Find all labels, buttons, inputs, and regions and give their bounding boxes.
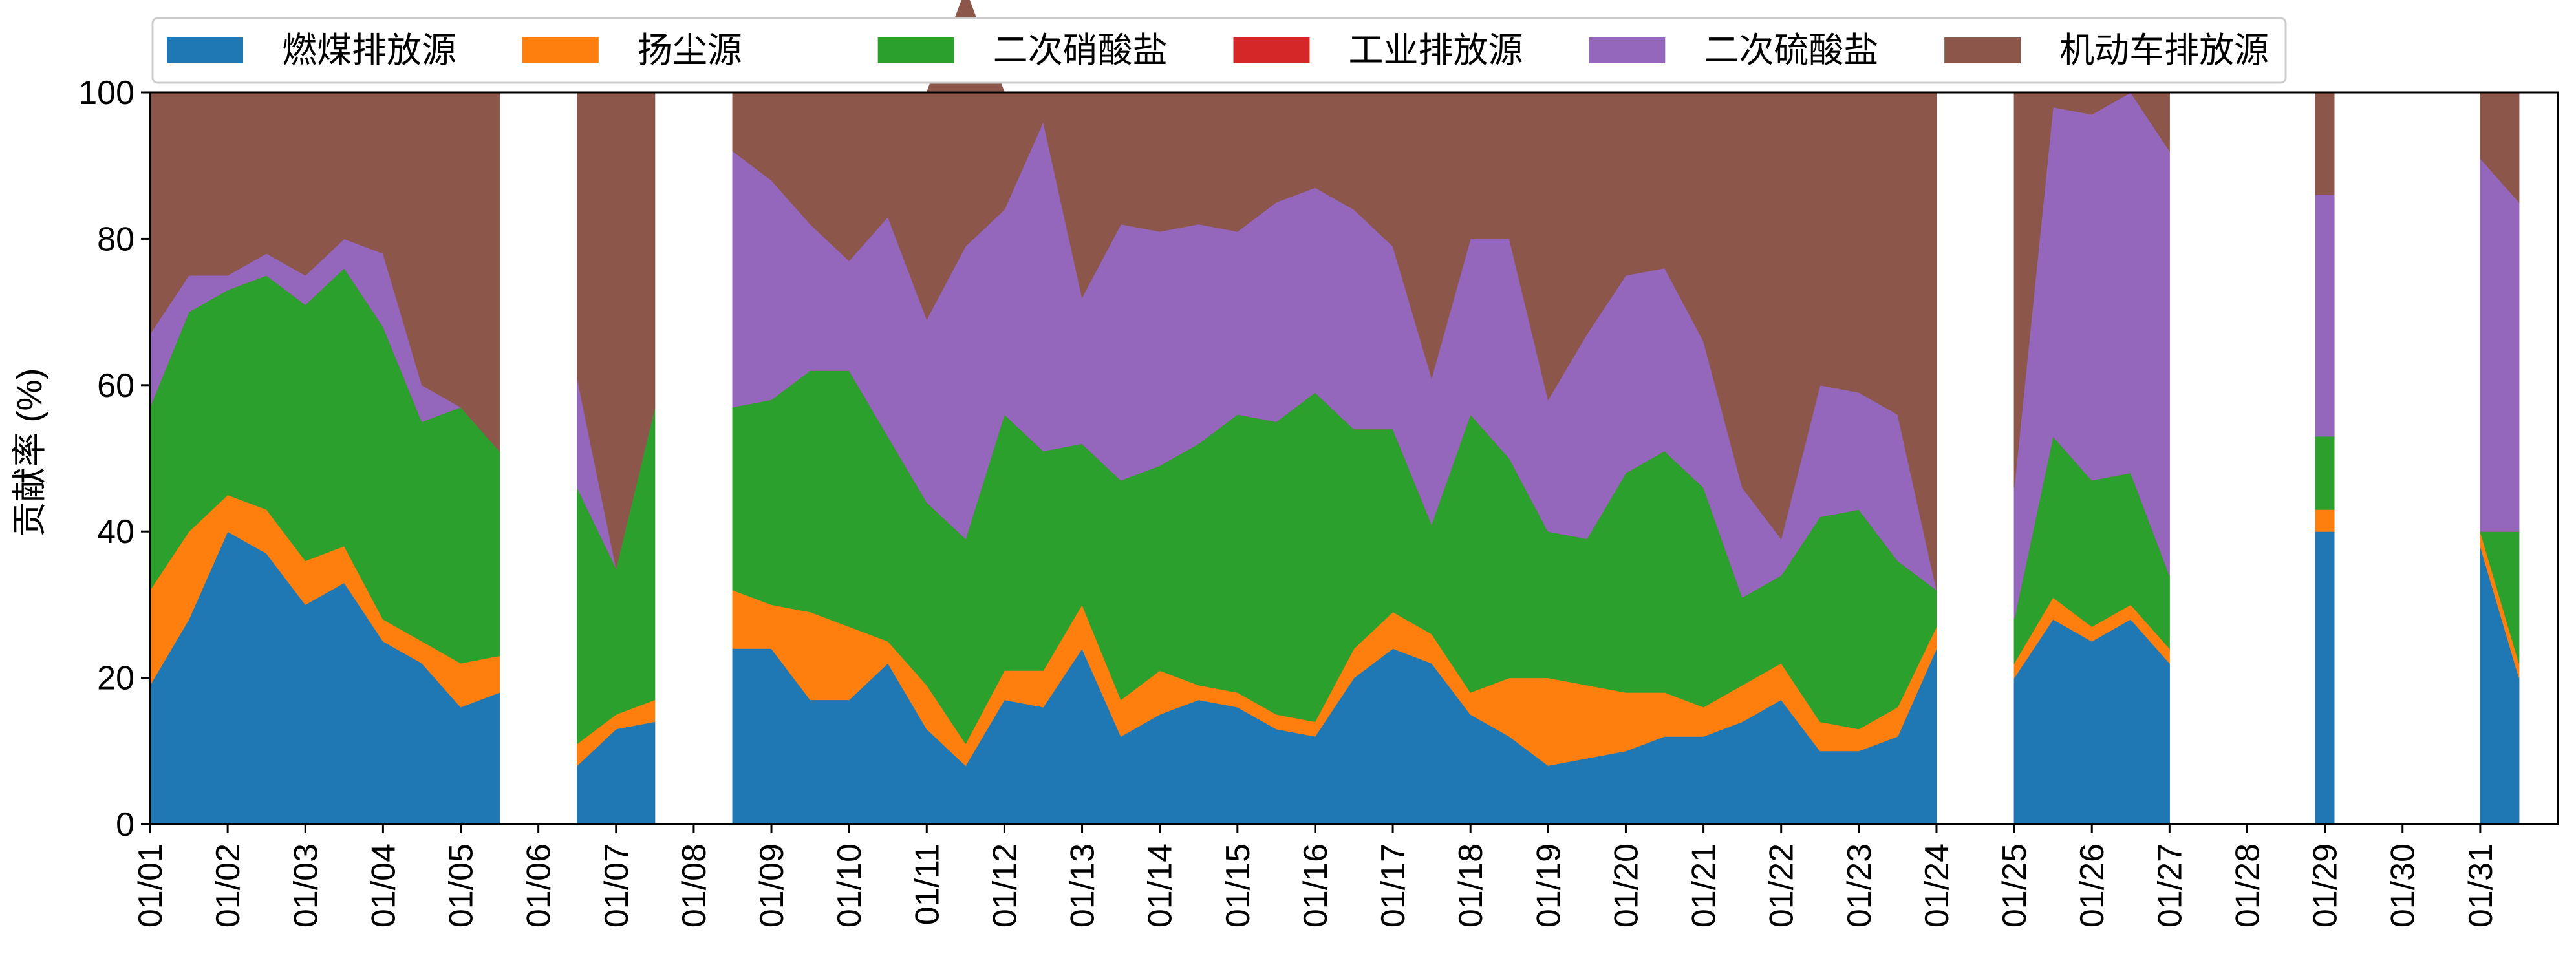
x-tick-label-8: 01/09 — [753, 844, 791, 928]
legend-swatch-3 — [1233, 37, 1310, 63]
y-tick-label-20: 20 — [97, 660, 134, 697]
frame-layer — [149, 91, 2559, 825]
legend-swatch-5 — [1944, 37, 2021, 63]
x-tick-label-9: 01/10 — [831, 844, 868, 928]
x-tick-label-3: 01/04 — [365, 844, 402, 928]
area-series-0-segment-3 — [2013, 619, 2170, 825]
y-tick-label-60: 60 — [97, 367, 134, 405]
area-series-0-segment-4 — [2315, 531, 2335, 825]
x-tick-label-28: 01/29 — [2307, 844, 2345, 928]
x-tick-label-15: 01/16 — [1297, 844, 1335, 928]
x-tick-label-26: 01/27 — [2151, 844, 2189, 928]
area-series-1-segment-4 — [2315, 509, 2335, 532]
x-tick-label-13: 01/14 — [1142, 844, 1179, 928]
plot-frame — [149, 91, 2559, 825]
x-tick-label-20: 01/21 — [1686, 844, 1723, 928]
x-tick-label-27: 01/28 — [2229, 844, 2266, 928]
legend-swatch-0 — [167, 37, 243, 63]
legend-label-4: 二次硫酸盐 — [1704, 30, 1878, 70]
y-tick-label-100: 100 — [78, 74, 134, 112]
x-tick-label-4: 01/05 — [443, 844, 480, 928]
x-tick-label-6: 01/07 — [598, 844, 636, 928]
legend-label-3: 工业排放源 — [1349, 30, 1523, 70]
y-tick-label-80: 80 — [97, 220, 134, 258]
x-tick-label-10: 01/11 — [908, 844, 946, 925]
x-tick-label-11: 01/12 — [986, 844, 1024, 928]
legend-swatch-2 — [877, 37, 954, 63]
area-series-4-segment-5 — [2480, 157, 2520, 532]
x-tick-label-18: 01/19 — [1530, 844, 1567, 928]
legend-label-0: 燃煤排放源 — [282, 30, 456, 70]
x-tick-label-29: 01/30 — [2385, 844, 2422, 928]
x-tick-label-7: 01/08 — [676, 844, 713, 928]
x-tick-label-30: 01/31 — [2462, 844, 2500, 928]
legend-swatch-1 — [522, 37, 599, 63]
x-tick-label-16: 01/17 — [1375, 844, 1412, 928]
x-tick-label-19: 01/20 — [1607, 844, 1645, 928]
area-series-5-segment-4 — [2315, 92, 2335, 195]
x-tick-label-23: 01/24 — [1918, 844, 1956, 928]
x-tick-label-17: 01/18 — [1452, 844, 1490, 928]
legend-box — [151, 17, 2287, 84]
y-tick-label-0: 0 — [116, 806, 134, 844]
legend: 燃煤排放源 扬尘源 二次硝酸盐 工业排放源 二次硫酸盐 机动车排放源 — [151, 17, 2287, 84]
areas-layer — [149, 0, 2520, 825]
y-axis-label: 贡献率 (%) — [10, 368, 49, 537]
legend-label-1: 扬尘源 — [638, 30, 742, 70]
x-tick-label-0: 01/01 — [132, 844, 169, 928]
x-tick-label-1: 01/02 — [209, 844, 247, 928]
y-tick-label-40: 40 — [97, 513, 134, 551]
legend-label-5: 机动车排放源 — [2059, 30, 2269, 70]
x-tick-label-21: 01/22 — [1763, 844, 1801, 928]
x-tick-label-12: 01/13 — [1064, 844, 1102, 928]
area-series-2-segment-4 — [2315, 436, 2335, 510]
legend-label-2: 二次硝酸盐 — [993, 30, 1168, 70]
x-tick-label-14: 01/15 — [1219, 844, 1257, 928]
x-tick-label-5: 01/06 — [521, 844, 558, 928]
x-tick-label-24: 01/25 — [1996, 844, 2034, 928]
x-tick-label-2: 01/03 — [287, 844, 325, 928]
axes-layer: 0 20 40 60 80 100 01/01 01/02 01/03 01/04 01/05 01/… — [78, 74, 2500, 928]
x-tick-label-25: 01/26 — [2074, 844, 2111, 928]
legend-swatch-4 — [1589, 37, 1666, 63]
x-tick-label-22: 01/23 — [1841, 844, 1878, 928]
area-series-4-segment-4 — [2315, 194, 2335, 437]
